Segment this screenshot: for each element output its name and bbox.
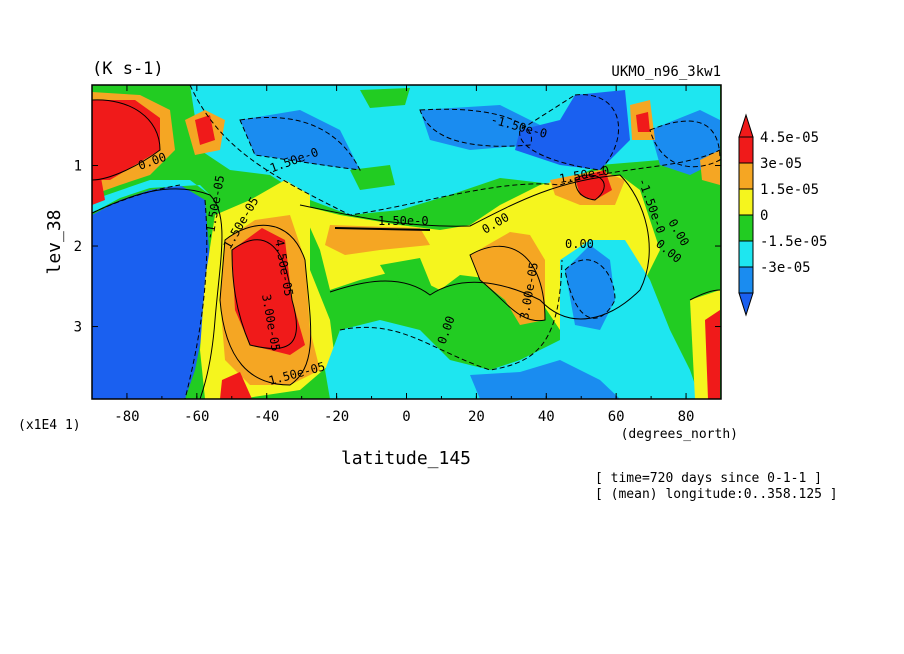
region-strong-negative	[240, 110, 360, 170]
contour-label: 0.00	[565, 237, 594, 251]
y-axis: 1 2 3	[74, 159, 721, 336]
region-max-positive	[232, 228, 305, 355]
x-tick-label: 40	[538, 409, 555, 425]
dataset-label: UKMO_n96_3kw1	[611, 64, 721, 80]
region-strong-negative	[470, 360, 620, 399]
region-near-zero	[350, 165, 395, 190]
region-strong-negative	[515, 90, 630, 170]
region-max-positive	[705, 310, 720, 399]
y-scale-note: (x1E4 1)	[18, 418, 81, 433]
colorbar-overflow-low	[738, 292, 754, 317]
region-strong-positive	[700, 150, 720, 185]
x-axis-title: latitude_145	[341, 448, 471, 469]
contour-field: 0.00 1.50e-05 3.00e-05 4.50e-05 -1.50e-0…	[92, 85, 721, 399]
region-polar-negative-edge	[92, 180, 210, 213]
colorbar-swatch	[738, 162, 754, 190]
colorbar-swatch	[738, 240, 754, 268]
region-strong-negative	[565, 245, 615, 330]
x-tick-label: -60	[184, 409, 209, 425]
colorbar-swatch	[738, 214, 754, 242]
x-unit-label: (degrees_north)	[621, 427, 738, 442]
region-max-positive	[220, 372, 252, 399]
x-tick-label: 80	[678, 409, 695, 425]
x-tick-label: -40	[254, 409, 279, 425]
colorbar-label: 4.5e-05	[760, 130, 819, 146]
footer-longitude: [ (mean) longitude:0..358.125 ]	[595, 487, 838, 502]
y-tick-label: 2	[74, 239, 82, 255]
footer-time: [ time=720 days since 0-1-1 ]	[595, 471, 822, 486]
colorbar-label: 0	[760, 208, 768, 224]
region-max-positive	[92, 100, 160, 180]
x-tick-label: 60	[608, 409, 625, 425]
contour-lines	[92, 85, 721, 399]
y-axis-title: lev_38	[44, 209, 65, 274]
colorbar-swatch	[738, 266, 754, 294]
x-tick-label: 20	[468, 409, 485, 425]
region-max-positive	[195, 115, 215, 145]
x-tick-label: -20	[324, 409, 349, 425]
colorbar-swatch	[738, 188, 754, 216]
region-max-positive	[636, 112, 650, 132]
x-tick-label: -80	[114, 409, 139, 425]
x-tick-label: 0	[402, 409, 410, 425]
units-label: (K s-1)	[92, 59, 164, 79]
region-strong-positive	[470, 232, 545, 325]
colorbar-label: 3e-05	[760, 156, 802, 172]
contour-label: 1.50e-0	[378, 214, 429, 228]
y-tick-label: 3	[74, 320, 82, 336]
region-strong-positive	[325, 225, 430, 255]
region-polar-negative	[92, 185, 210, 399]
colorbar-legend: 4.5e-05 3e-05 1.5e-05 0 -1.5e-05 -3e-05	[738, 113, 827, 317]
region-near-zero	[360, 88, 410, 108]
colorbar-label: -1.5e-05	[760, 234, 827, 250]
x-axis: -80 -60 -40 -20 0 20 40 60 80	[91, 85, 722, 425]
colorbar-overflow-high	[738, 113, 754, 138]
colorbar-label: 1.5e-05	[760, 182, 819, 198]
y-tick-label: 1	[74, 159, 82, 175]
colorbar-swatch	[738, 136, 754, 164]
colorbar-label: -3e-05	[760, 260, 811, 276]
